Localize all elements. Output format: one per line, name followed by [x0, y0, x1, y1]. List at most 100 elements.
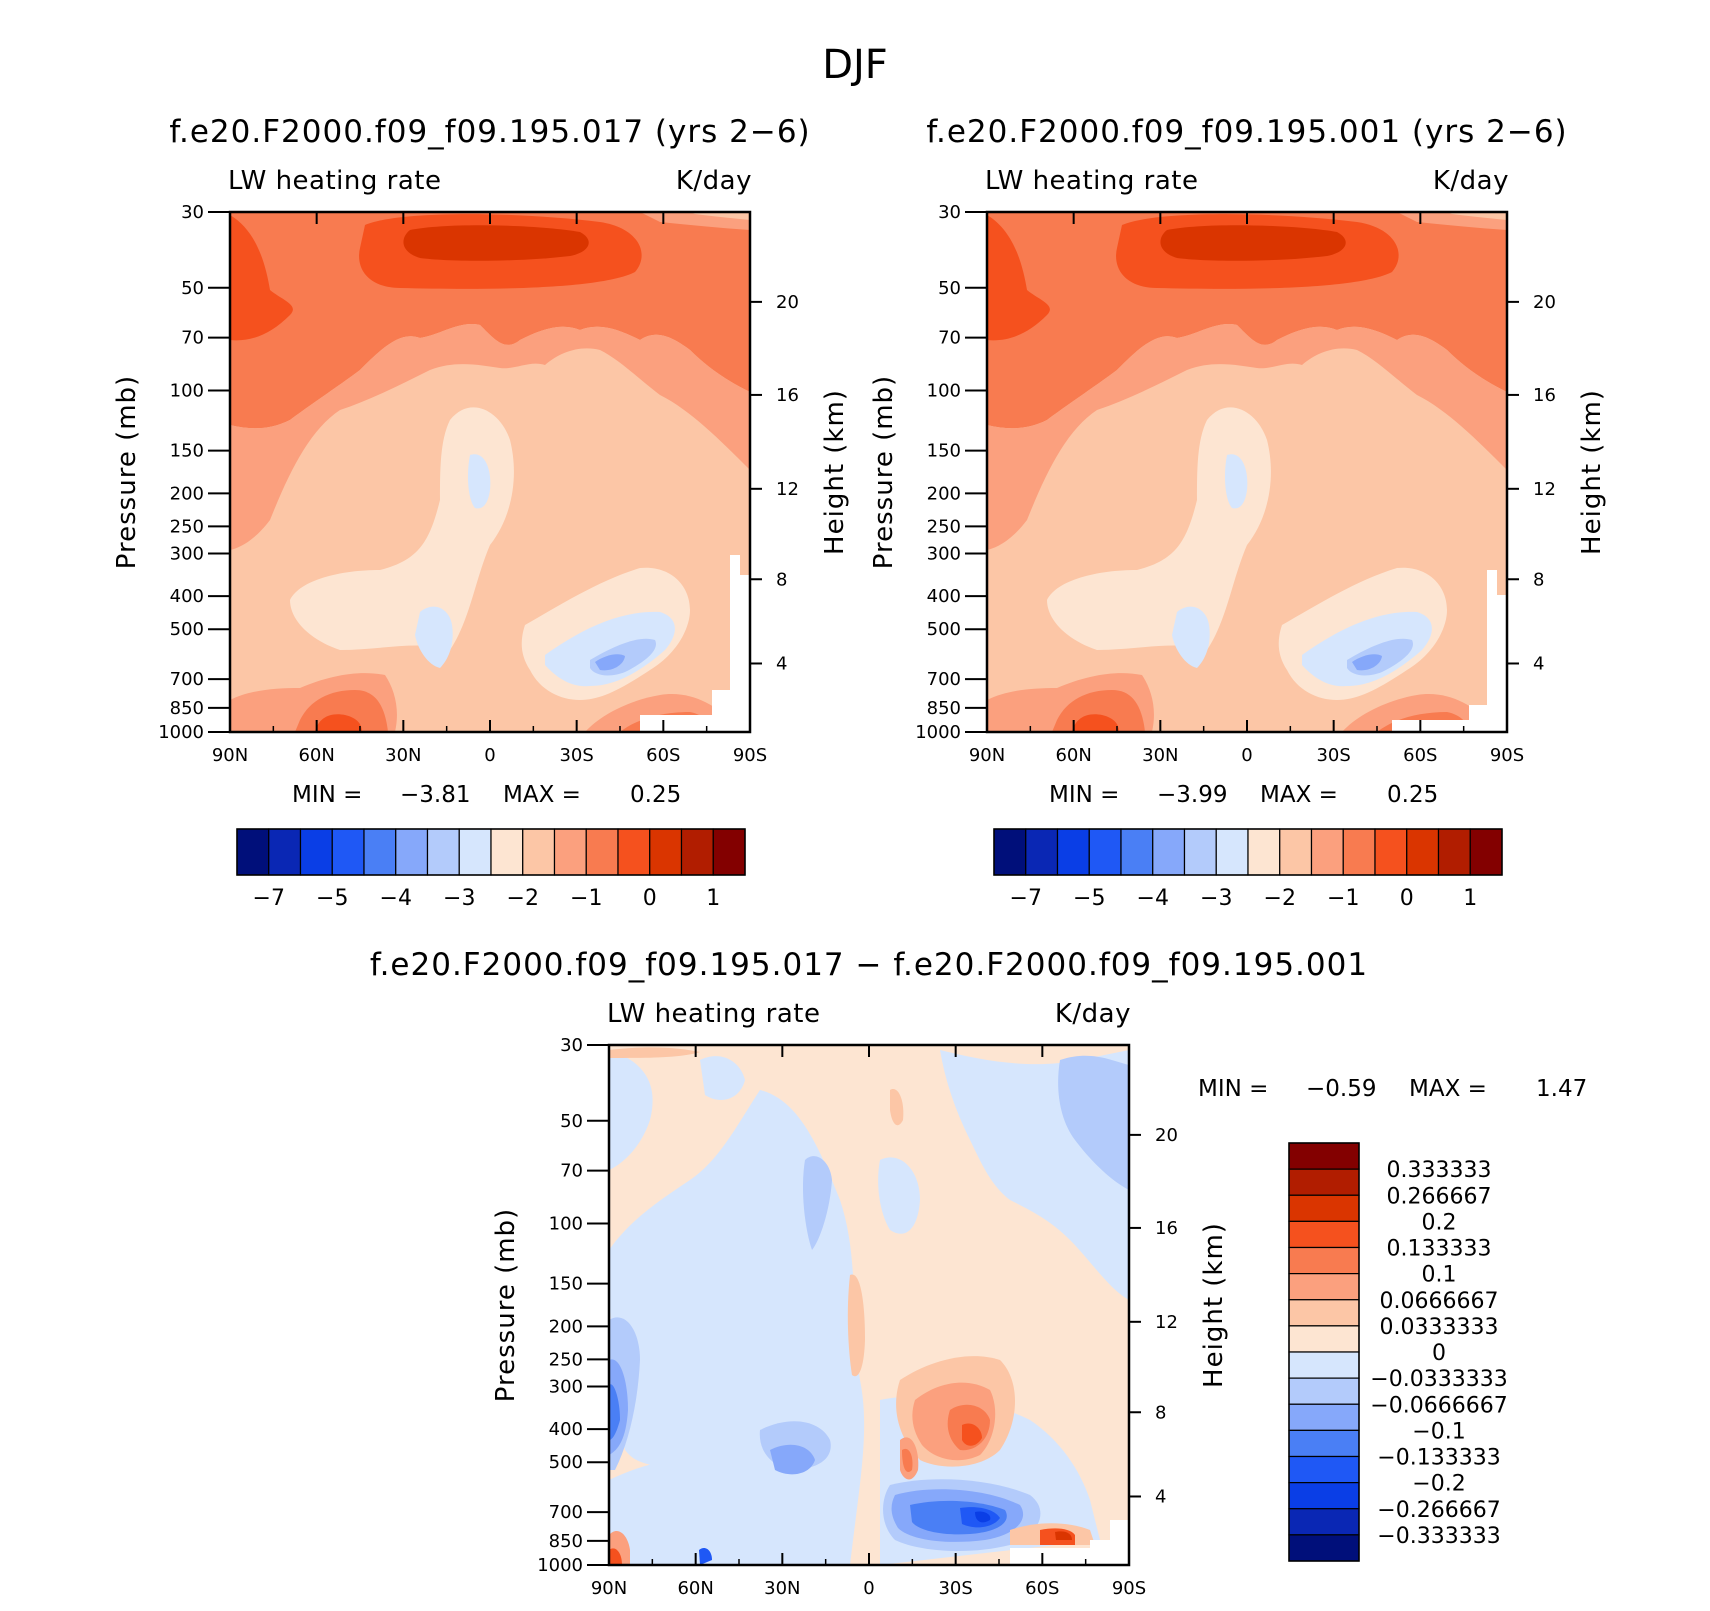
panel-a-colorbar-swatch — [585, 828, 619, 876]
panel-a: f.e20.F2000.f09_f09.195.017 (yrs 2−6) LW… — [112, 114, 850, 911]
panel-a-height-tick-label: 4 — [776, 653, 787, 674]
panel-a-title: f.e20.F2000.f09_f09.195.017 (yrs 2−6) — [169, 114, 810, 150]
panel-b-height-tick-label: 8 — [1533, 569, 1544, 590]
panel-c-colorbar-swatch — [1288, 1299, 1360, 1327]
panel-a-pressure-tick-label: 100 — [170, 381, 204, 402]
panel-a-colorbar-label: −1 — [570, 886, 602, 911]
panel-b-colorbar-swatch — [1406, 828, 1440, 876]
panel-b-colorbar-label: −3 — [1200, 886, 1232, 911]
panel-a-colorbar-swatch — [395, 828, 429, 876]
panel-b-lat-tick-label: 90S — [1490, 745, 1524, 766]
panel-b-height-tick-label: 16 — [1533, 385, 1556, 406]
panel-b-lat-tick-label: 60N — [1055, 745, 1091, 766]
panel-c-lat-tick-label: 30S — [938, 1578, 972, 1599]
panel-a-colorbar-swatch — [363, 828, 397, 876]
panel-b-colorbar: −7 −5 −4 −3 −2 −1 0 1 — [993, 828, 1503, 911]
panel-c-colorbar-label: 0.133333 — [1387, 1237, 1492, 1262]
panel-c-colorbar-swatch — [1288, 1482, 1360, 1510]
panel-c-height-tick-label: 12 — [1155, 1312, 1178, 1333]
panel-b-min-value: −3.99 — [1157, 782, 1227, 808]
panel-c-colorbar-label: −0.133333 — [1377, 1446, 1500, 1471]
panel-c-colorbar-label: 0.1 — [1422, 1263, 1457, 1288]
panel-c-pressure-tick-label: 100 — [549, 1214, 583, 1235]
panel-b-colorbar-label: 1 — [1463, 886, 1477, 911]
panel-a-pressure-tick-label: 150 — [170, 441, 204, 462]
panel-c-min-label: MIN = — [1198, 1076, 1268, 1102]
panel-b-pressure-tick-label: 500 — [927, 619, 961, 640]
panel-c-colorbar-label: −0.2 — [1412, 1472, 1465, 1497]
panel-c-colorbar-swatch — [1288, 1142, 1360, 1170]
panel-b-height-tick-label: 4 — [1533, 653, 1544, 674]
panel-b-colorbar-label: −5 — [1073, 886, 1105, 911]
panel-a-colorbar-swatch — [426, 828, 460, 876]
panel-a-colorbar-swatch — [553, 828, 587, 876]
panel-a-colorbar-label: −5 — [316, 886, 348, 911]
panel-a-colorbar-label: −7 — [253, 886, 285, 911]
panel-b-pressure-tick-label: 300 — [927, 543, 961, 564]
panel-c-colorbar-swatch — [1288, 1194, 1360, 1222]
panel-c-pressure-tick-label: 850 — [549, 1531, 583, 1552]
panel-b-colorbar-swatch — [1247, 828, 1281, 876]
panel-a-colorbar-label: −2 — [507, 886, 539, 911]
panel-c-colorbar-swatch — [1288, 1168, 1360, 1196]
panel-c-colorbar-swatch — [1288, 1351, 1360, 1379]
panel-b-pressure-tick-label: 100 — [927, 381, 961, 402]
panel-b-lat-tick-label: 30S — [1316, 745, 1350, 766]
panel-b-min-label: MIN = — [1049, 782, 1119, 808]
panel-b-pressure-tick-label: 400 — [927, 586, 961, 607]
panel-b-colorbar-swatch — [993, 828, 1027, 876]
panel-a-pressure-tick-label: 500 — [170, 619, 204, 640]
panel-a-colorbar-label: −4 — [380, 886, 412, 911]
panel-c-height-tick-label: 8 — [1155, 1402, 1166, 1423]
panel-c-units-label: K/day — [1055, 999, 1131, 1029]
panel-c-colorbar-label: −0.333333 — [1377, 1524, 1500, 1549]
panel-b: f.e20.F2000.f09_f09.195.001 (yrs 2−6) LW… — [869, 114, 1607, 911]
panel-c-colorbar-swatch — [1288, 1220, 1360, 1249]
panel-a-pressure-axis-label: Pressure (mb) — [112, 375, 142, 569]
panel-c-title: f.e20.F2000.f09_f09.195.017 − f.e20.F200… — [370, 947, 1368, 983]
panel-b-pressure-tick-label: 1000 — [915, 722, 961, 743]
panel-c-max-label: MAX = — [1409, 1076, 1487, 1102]
panel-b-max-label: MAX = — [1260, 782, 1338, 808]
panel-a-colorbar-swatch — [617, 828, 651, 876]
panel-c-height-tick-label: 16 — [1155, 1218, 1178, 1239]
panel-b-colorbar-label: −4 — [1137, 886, 1169, 911]
panel-b-axes: 30 50 70 100 150 200 250 300 400 500 700 850 1000 20 1… — [869, 202, 1607, 766]
panel-b-pressure-tick-label: 50 — [938, 278, 961, 299]
panel-c-colorbar-swatch — [1288, 1273, 1360, 1301]
panel-b-colorbar-swatch — [1374, 828, 1408, 876]
panel-c-colorbar-label: −0.1 — [1412, 1419, 1465, 1444]
panel-b-pressure-tick-label: 700 — [927, 669, 961, 690]
panel-a-height-tick-label: 12 — [776, 479, 799, 500]
panel-b-contour-field — [987, 212, 1507, 732]
panel-a-colorbar-swatch — [680, 828, 714, 876]
panel-b-colorbar-swatch — [1279, 828, 1313, 876]
panel-c-colorbar-swatch — [1288, 1508, 1360, 1536]
panel-a-colorbar-swatch — [649, 828, 683, 876]
panel-b-height-tick-label: 12 — [1533, 479, 1556, 500]
panel-a-variable-label: LW heating rate — [228, 166, 441, 196]
panel-c-height-tick-label: 20 — [1155, 1125, 1178, 1146]
panel-a-lat-tick-label: 30N — [385, 745, 421, 766]
panel-a-pressure-tick-label: 700 — [170, 669, 204, 690]
panel-a-colorbar-label: 1 — [706, 886, 720, 911]
panel-c-colorbar-label: 0.266667 — [1387, 1184, 1492, 1209]
panel-a-colorbar-swatch — [522, 828, 556, 876]
panel-c-lat-tick-label: 30N — [764, 1578, 800, 1599]
panel-b-colorbar-swatch — [1310, 828, 1344, 876]
panel-b-units-label: K/day — [1433, 166, 1509, 196]
panel-c-colorbar: 0.3333330.2666670.20.1333330.10.06666670… — [1288, 1142, 1508, 1562]
panel-a-colorbar-swatch — [490, 828, 524, 876]
panel-c-max-value: 1.47 — [1536, 1076, 1587, 1102]
panel-c-pressure-axis-label: Pressure (mb) — [491, 1208, 521, 1402]
panel-a-lat-tick-label: 60S — [646, 745, 680, 766]
panel-b-colorbar-swatch — [1025, 828, 1059, 876]
panel-b-pressure-tick-label: 850 — [927, 698, 961, 719]
panel-a-pressure-tick-label: 850 — [170, 698, 204, 719]
panel-a-lat-tick-label: 90S — [733, 745, 767, 766]
panel-b-colorbar-swatch — [1120, 828, 1154, 876]
panel-c-colorbar-label: 0 — [1432, 1341, 1446, 1366]
panel-b-colorbar-label: 0 — [1400, 886, 1414, 911]
panel-b-colorbar-swatch — [1088, 828, 1122, 876]
panel-b-height-tick-label: 20 — [1533, 292, 1556, 313]
